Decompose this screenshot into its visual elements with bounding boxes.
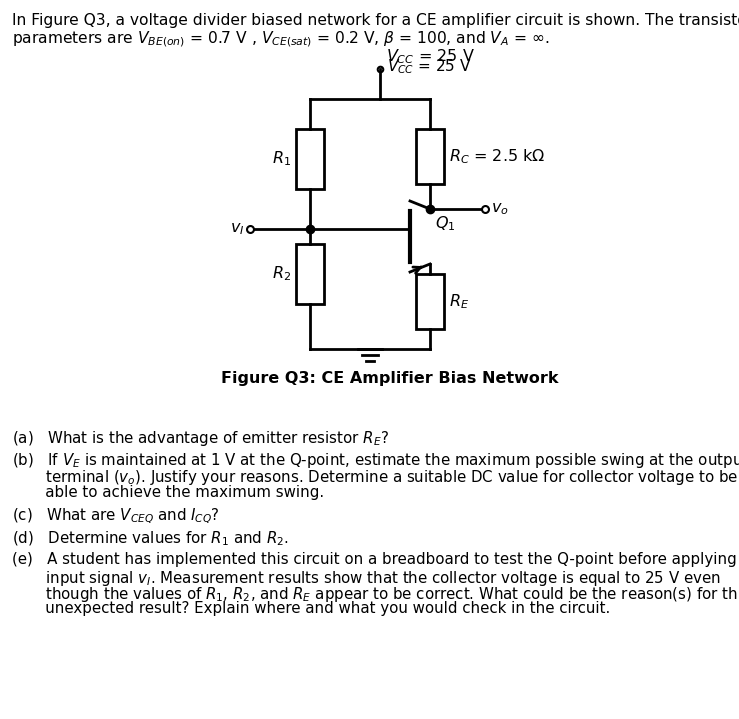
Text: In Figure Q3, a voltage divider biased network for a CE amplifier circuit is sho: In Figure Q3, a voltage divider biased n…: [12, 13, 739, 28]
Text: terminal ($v_o$). Justify your reasons. Determine a suitable DC value for collec: terminal ($v_o$). Justify your reasons. …: [12, 468, 738, 487]
Text: though the values of $R_1$, $R_2$, and $R_E$ appear to be correct. What could be: though the values of $R_1$, $R_2$, and $…: [12, 585, 739, 604]
Text: unexpected result? Explain where and what you would check in the circuit.: unexpected result? Explain where and wha…: [12, 602, 610, 616]
Text: $Q_1$: $Q_1$: [435, 215, 455, 234]
Bar: [416, 274, 444, 329]
Text: (d)   Determine values for $R_1$ and $R_2$.: (d) Determine values for $R_1$ and $R_2$…: [12, 529, 289, 548]
Bar: [416, 129, 444, 184]
Text: $v_o$: $v_o$: [491, 201, 508, 217]
Text: able to achieve the maximum swing.: able to achieve the maximum swing.: [12, 485, 324, 500]
Text: $R_2$: $R_2$: [272, 265, 291, 283]
Text: parameters are $V_{BE(on)}$ = 0.7 V , $V_{CE(sat)}$ = 0.2 V, $\beta$ = 100, and : parameters are $V_{BE(on)}$ = 0.7 V , $V…: [12, 29, 549, 49]
Text: input signal $v_I$. Measurement results show that the collector voltage is equal: input signal $v_I$. Measurement results …: [12, 569, 721, 587]
Text: $V_{CC}$ = 25 V: $V_{CC}$ = 25 V: [387, 58, 471, 76]
Text: $R_C$ = 2.5 kΩ: $R_C$ = 2.5 kΩ: [449, 147, 545, 166]
Text: (e)   A student has implemented this circuit on a breadboard to test the Q-point: (e) A student has implemented this circu…: [12, 552, 739, 567]
Text: $R_1$: $R_1$: [272, 150, 291, 168]
Text: (c)   What are $V_{CEQ}$ and $I_{CQ}$?: (c) What are $V_{CEQ}$ and $I_{CQ}$?: [12, 507, 219, 526]
Text: $V_{CC}$ = 25 V: $V_{CC}$ = 25 V: [386, 47, 475, 66]
Text: $R_E$: $R_E$: [449, 292, 469, 311]
Bar: [296, 129, 324, 189]
Text: $v_I$: $v_I$: [230, 221, 244, 237]
Text: (b)   If $V_E$ is maintained at 1 V at the Q-point, estimate the maximum possibl: (b) If $V_E$ is maintained at 1 V at the…: [12, 452, 739, 470]
Bar: [296, 244, 324, 304]
Text: Figure Q3: CE Amplifier Bias Network: Figure Q3: CE Amplifier Bias Network: [221, 371, 559, 386]
Text: (a)   What is the advantage of emitter resistor $R_E$?: (a) What is the advantage of emitter res…: [12, 429, 389, 448]
